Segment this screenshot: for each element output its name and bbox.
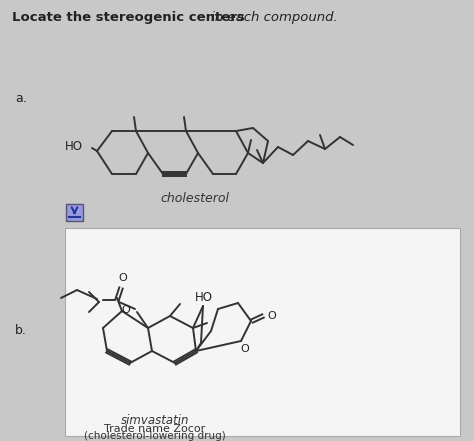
Text: (cholesterol-lowering drug): (cholesterol-lowering drug) [84, 431, 226, 441]
Text: HO: HO [195, 291, 213, 304]
Text: O: O [241, 344, 249, 354]
Bar [66, 204, 83, 221]
Text: O: O [121, 305, 130, 315]
Text: O: O [118, 273, 128, 283]
Text: O: O [267, 311, 276, 321]
Text: Trade name Zocor: Trade name Zocor [104, 424, 206, 434]
Bar [65, 228, 460, 436]
Text: cholesterol: cholesterol [161, 191, 229, 205]
Text: HO: HO [65, 139, 83, 153]
Text: Locate the stereogenic centers: Locate the stereogenic centers [12, 11, 245, 24]
Text: b.: b. [15, 325, 27, 337]
Text: simvastatin: simvastatin [121, 415, 189, 427]
Text: in each compound.: in each compound. [207, 11, 338, 24]
Text: a.: a. [15, 91, 27, 105]
